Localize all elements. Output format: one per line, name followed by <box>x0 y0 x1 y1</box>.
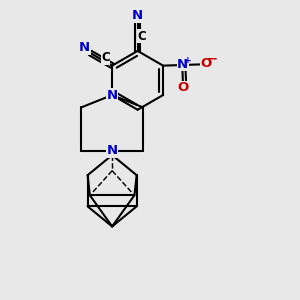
Text: N: N <box>79 41 90 55</box>
Text: O: O <box>178 81 189 94</box>
Text: −: − <box>207 53 218 66</box>
Text: N: N <box>177 58 188 71</box>
Text: C: C <box>101 51 110 64</box>
Text: N: N <box>106 144 118 157</box>
Text: O: O <box>201 57 212 70</box>
Text: C: C <box>138 30 146 43</box>
Text: N: N <box>106 88 118 101</box>
Text: N: N <box>132 9 143 22</box>
Text: +: + <box>184 56 192 64</box>
